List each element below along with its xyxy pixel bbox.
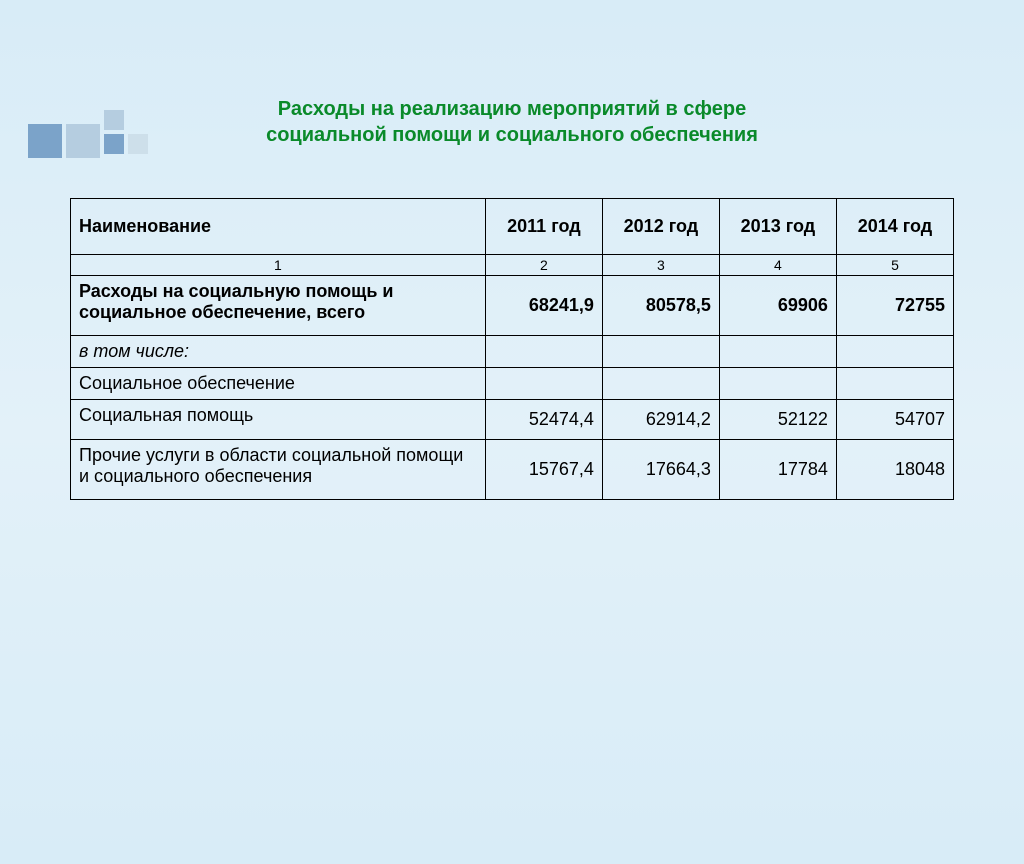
col-header-name: Наименование bbox=[71, 199, 486, 255]
row-total: Расходы на социальную помощь и социально… bbox=[71, 276, 954, 336]
deco-square bbox=[104, 110, 124, 130]
cell-label: Социальная помощь bbox=[71, 400, 486, 440]
cell-value: 69906 bbox=[719, 276, 836, 336]
cell-value: 15767,4 bbox=[485, 440, 602, 500]
cell-label: в том числе: bbox=[71, 336, 486, 368]
cell-empty bbox=[719, 336, 836, 368]
data-table-container: Наименование 2011 год 2012 год 2013 год … bbox=[70, 198, 954, 500]
title-line-1: Расходы на реализацию мероприятий в сфер… bbox=[278, 98, 746, 120]
cell-value: 17664,3 bbox=[602, 440, 719, 500]
cell-value bbox=[836, 368, 953, 400]
cell-value bbox=[485, 368, 602, 400]
cell-label: Расходы на социальную помощь и социально… bbox=[71, 276, 486, 336]
cell-value: 17784 bbox=[719, 440, 836, 500]
colnum-3: 3 bbox=[602, 255, 719, 276]
cell-empty bbox=[602, 336, 719, 368]
row-including: в том числе: bbox=[71, 336, 954, 368]
cell-label: Социальное обеспечение bbox=[71, 368, 486, 400]
title-line-2: социальной помощи и социального обеспече… bbox=[266, 124, 758, 146]
cell-value: 54707 bbox=[836, 400, 953, 440]
cell-value: 52122 bbox=[719, 400, 836, 440]
cell-value bbox=[602, 368, 719, 400]
corner-decoration bbox=[28, 110, 148, 170]
cell-empty bbox=[485, 336, 602, 368]
deco-square bbox=[104, 134, 124, 154]
cell-label: Прочие услуги в области социальной помощ… bbox=[71, 440, 486, 500]
col-header-2012: 2012 год bbox=[602, 199, 719, 255]
colnum-4: 4 bbox=[719, 255, 836, 276]
row-security: Социальное обеспечение bbox=[71, 368, 954, 400]
table-column-numbers: 1 2 3 4 5 bbox=[71, 255, 954, 276]
deco-square bbox=[28, 124, 62, 158]
row-other: Прочие услуги в области социальной помощ… bbox=[71, 440, 954, 500]
col-header-2011: 2011 год bbox=[485, 199, 602, 255]
colnum-1: 1 bbox=[71, 255, 486, 276]
colnum-2: 2 bbox=[485, 255, 602, 276]
table-header-row: Наименование 2011 год 2012 год 2013 год … bbox=[71, 199, 954, 255]
cell-empty bbox=[836, 336, 953, 368]
cell-value: 18048 bbox=[836, 440, 953, 500]
cell-value: 68241,9 bbox=[485, 276, 602, 336]
colnum-5: 5 bbox=[836, 255, 953, 276]
cell-value: 80578,5 bbox=[602, 276, 719, 336]
col-header-2013: 2013 год bbox=[719, 199, 836, 255]
cell-value bbox=[719, 368, 836, 400]
row-help: Социальная помощь 52474,4 62914,2 52122 … bbox=[71, 400, 954, 440]
deco-square bbox=[66, 124, 100, 158]
cell-value: 62914,2 bbox=[602, 400, 719, 440]
slide-title: Расходы на реализацию мероприятий в сфер… bbox=[120, 96, 904, 148]
cell-value: 72755 bbox=[836, 276, 953, 336]
cell-value: 52474,4 bbox=[485, 400, 602, 440]
expenses-table: Наименование 2011 год 2012 год 2013 год … bbox=[70, 198, 954, 500]
deco-square bbox=[128, 134, 148, 154]
col-header-2014: 2014 год bbox=[836, 199, 953, 255]
